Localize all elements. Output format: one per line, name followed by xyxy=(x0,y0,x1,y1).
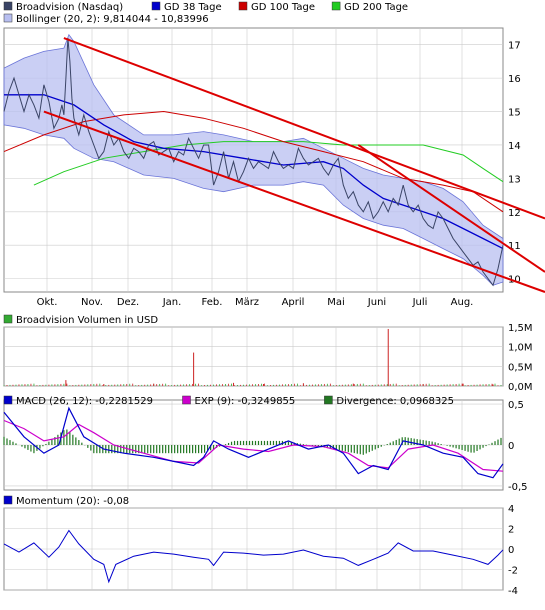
macd-y-tick-label: 0,5 xyxy=(508,400,524,411)
macd-legend-label-2: Divergence: 0,0968325 xyxy=(336,396,454,407)
legend-swatch xyxy=(3,1,13,11)
legend-swatch xyxy=(238,1,248,11)
price-y-tick-label: 17 xyxy=(508,41,521,52)
price-legend-label-1: GD 38 Tage xyxy=(164,2,222,13)
price-y-tick-label: 15 xyxy=(508,108,521,119)
legend-swatch xyxy=(324,395,333,405)
month-tick-label: Juli xyxy=(412,297,428,308)
momentum-y-tick-label: -2 xyxy=(508,566,518,577)
trend-line-1 xyxy=(43,110,545,293)
volume-y-tick-label: 0,5M xyxy=(508,362,533,373)
series-line-2 xyxy=(3,110,504,213)
month-tick-label: März xyxy=(235,297,259,308)
month-tick-label: Jan. xyxy=(162,297,182,308)
month-tick-label: Feb. xyxy=(202,297,223,308)
trend-line-0 xyxy=(63,37,545,220)
price-legend-row2-label-0: Bollinger (20, 2): 9,814044 - 10,83996 xyxy=(16,14,209,25)
price-legend-label-3: GD 200 Tage xyxy=(344,2,408,13)
momentum-y-tick-label: 0 xyxy=(508,545,514,556)
legend-swatch xyxy=(151,1,161,11)
series-line-0 xyxy=(3,37,504,287)
volume-frame xyxy=(3,326,504,387)
volume-y-tick-label: 1,0M xyxy=(508,343,533,354)
volume-legend-label-0: Broadvision Volumen in USD xyxy=(16,315,158,326)
price-y-tick-label: 13 xyxy=(508,174,521,185)
momentum-line xyxy=(3,529,504,584)
legend-swatch xyxy=(3,495,13,505)
macd-y-tick-label: 0 xyxy=(508,441,514,452)
momentum-legend-label-0: Momentum (20): -0,08 xyxy=(16,496,129,507)
macd-y-tick-label: -0,5 xyxy=(508,482,528,493)
legend-swatch xyxy=(3,13,13,23)
momentum-y-tick-label: 4 xyxy=(508,504,514,515)
price-y-tick-label: 12 xyxy=(508,208,521,219)
volume-y-tick-label: 0,0M xyxy=(508,382,533,393)
price-y-tick-label: 14 xyxy=(508,141,521,152)
momentum-y-tick-label: 2 xyxy=(508,525,514,536)
month-tick-label: Nov. xyxy=(81,297,103,308)
macd-legend-label-1: EXP (9): -0,3249855 xyxy=(195,396,296,407)
momentum-y-tick-label: -4 xyxy=(508,586,518,597)
trend-line-2 xyxy=(357,144,545,273)
month-tick-label: Juni xyxy=(367,297,386,308)
price-y-tick-label: 16 xyxy=(508,74,521,85)
month-tick-label: April xyxy=(282,297,305,308)
price-legend-label-2: GD 100 Tage xyxy=(251,2,315,13)
legend-swatch xyxy=(182,395,191,405)
volume-y-tick-label: 1,5M xyxy=(508,323,533,334)
macd-line xyxy=(3,406,504,479)
month-tick-label: Mai xyxy=(327,297,345,308)
price-y-tick-label: 11 xyxy=(508,241,521,252)
legend-swatch xyxy=(3,395,13,405)
month-tick-label: Aug. xyxy=(451,297,474,308)
legend-swatch xyxy=(3,314,13,324)
macd-legend-label-0: MACD (26, 12): -0,2281529 xyxy=(16,396,153,407)
month-tick-label: Okt. xyxy=(37,297,58,308)
price-legend-label-0: Broadvision (Nasdaq) xyxy=(16,2,123,13)
exp-line xyxy=(3,419,504,472)
legend-swatch xyxy=(331,1,341,11)
month-tick-label: Dez. xyxy=(117,297,139,308)
